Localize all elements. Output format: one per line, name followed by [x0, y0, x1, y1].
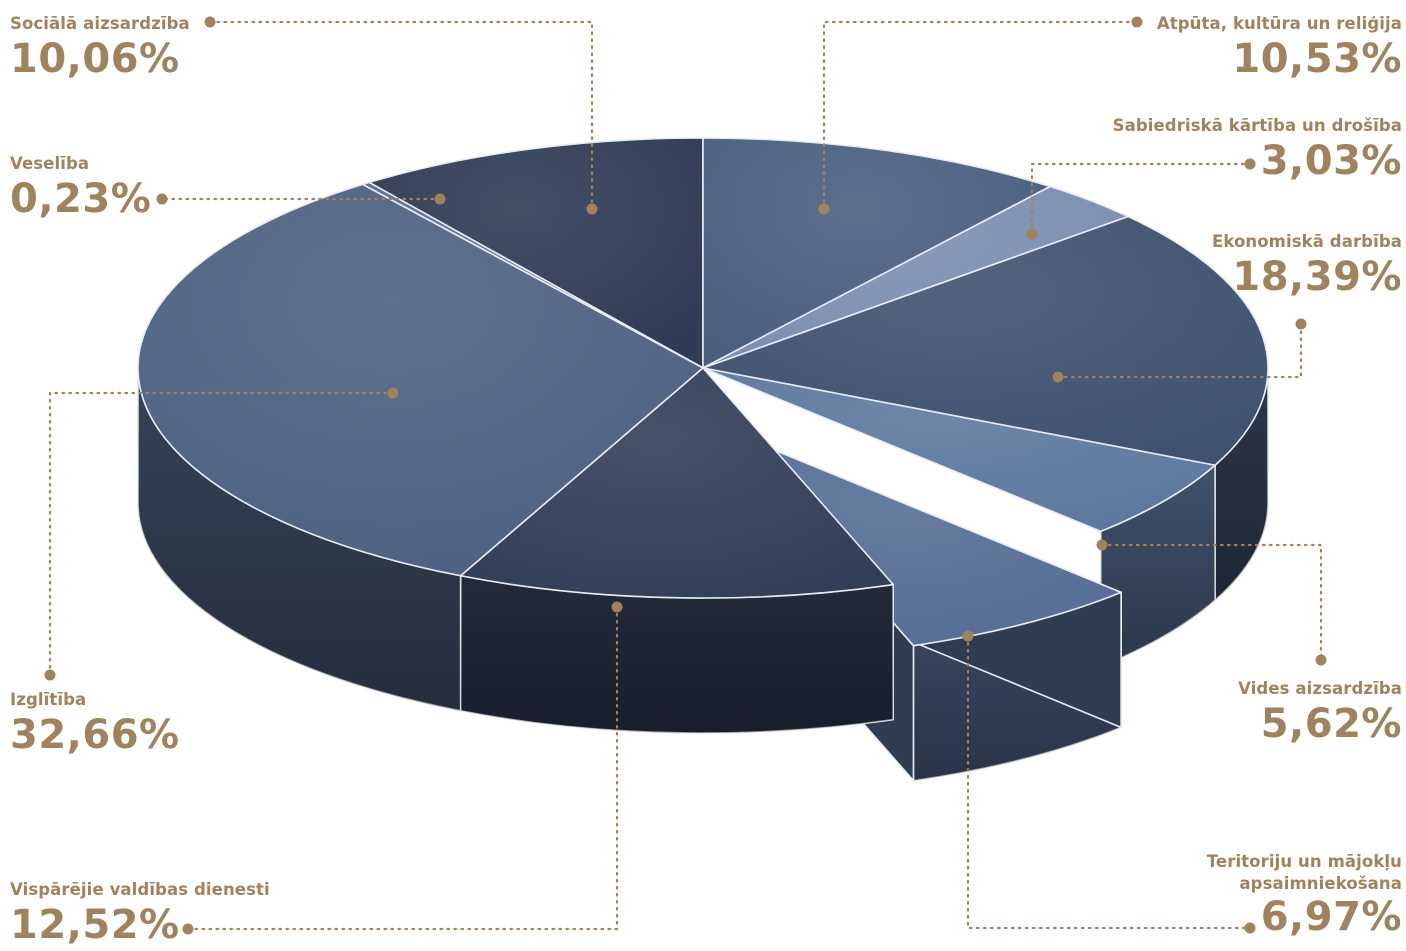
leader-dot [1244, 158, 1256, 170]
pie-slice [702, 367, 1216, 668]
pie-slice [459, 367, 894, 734]
leader-line [822, 20, 1139, 211]
label-ekonomiska: Ekonomiskā darbība 18,39% [1212, 232, 1402, 297]
label-name: Sociālā aizsardzība [10, 14, 190, 33]
leader-dot [586, 203, 598, 215]
pie-slice [702, 137, 1051, 369]
slice-top-shine [460, 368, 894, 598]
label-veseliba: Veselība 0,23% [10, 154, 151, 219]
leader-dot [818, 203, 830, 215]
slice-top-shine [703, 216, 1268, 466]
leader-dot [1244, 922, 1256, 934]
label-name: Ekonomiskā darbība [1211, 232, 1402, 251]
pie-slice [137, 183, 704, 712]
leader-dot [156, 193, 168, 205]
label-value: 10,06% [10, 36, 180, 82]
leader-dot [44, 669, 56, 681]
slice-top-shine [703, 138, 1051, 368]
slice-side-shade [1100, 465, 1216, 667]
label-name: Sabiedriskā kārtība un drošība [1112, 116, 1402, 135]
label-value: 12,52% [10, 902, 180, 948]
label-izglitiba: Izglītība 32,66% [10, 690, 180, 755]
slice-top-shine [369, 138, 703, 368]
label-sabiedriska: Sabiedriskā kārtība un drošība 3,03% [1113, 116, 1402, 181]
pie-slices [137, 137, 1269, 783]
slice-side-shade [1215, 368, 1268, 601]
leader-line [186, 605, 619, 931]
leader-dot [1315, 654, 1327, 666]
label-name: Vispārējie valdības dienesti [10, 880, 270, 899]
leader-dot [962, 630, 974, 642]
slice-top-shine [723, 429, 1122, 646]
label-name: Izglītība [10, 690, 87, 709]
label-value: 6,97% [1260, 894, 1402, 940]
slice-top-shine [703, 368, 1216, 532]
leader-line [966, 634, 1252, 930]
leader-dot [387, 387, 399, 399]
leader-dot [204, 16, 216, 28]
label-value: 10,53% [1232, 36, 1402, 82]
slice-top-shine [137, 184, 703, 576]
label-atputa: Atpūta, kultūra un reliģija 10,53% [1157, 14, 1402, 79]
leader-dot [1096, 539, 1108, 551]
label-name-line1: Teritoriju un mājokļu [1206, 852, 1402, 871]
label-name: Veselība [10, 154, 90, 173]
label-value: 32,66% [10, 712, 180, 758]
leader-line [208, 20, 594, 211]
leader-dot [1295, 318, 1307, 330]
pie-slice [702, 215, 1269, 602]
slice-top-shine [703, 186, 1129, 368]
leader-line [1030, 162, 1252, 236]
leader-dot [1131, 16, 1143, 28]
leader-line [48, 391, 395, 677]
label-value: 5,62% [1260, 701, 1402, 747]
label-teritoriju: Teritoriju un mājokļu apsaimniekošana 6,… [1207, 852, 1402, 937]
label-sociala: Sociālā aizsardzība 10,06% [10, 14, 190, 79]
leader-dot [434, 193, 446, 205]
leader-dot [182, 923, 194, 935]
label-name: Vides aizsardzība [1238, 679, 1402, 698]
label-vides: Vides aizsardzība 5,62% [1238, 679, 1402, 744]
pie-slice [368, 137, 704, 369]
label-value: 18,39% [1232, 254, 1402, 300]
label-visparejie: Vispārējie valdības dienesti 12,52% [10, 880, 270, 945]
label-name: Atpūta, kultūra un reliģija [1156, 14, 1402, 33]
slice-side-shade [460, 575, 894, 733]
leader-line [1100, 543, 1323, 662]
leader-dot [1026, 228, 1038, 240]
leader-dot [611, 601, 623, 613]
label-name-line2: apsaimniekošana [1239, 874, 1402, 893]
slice-side-shade [138, 368, 461, 711]
leader-lines [44, 16, 1327, 935]
label-value: 3,03% [1260, 138, 1402, 184]
label-value: 0,23% [10, 176, 152, 222]
leader-dot [1052, 371, 1064, 383]
